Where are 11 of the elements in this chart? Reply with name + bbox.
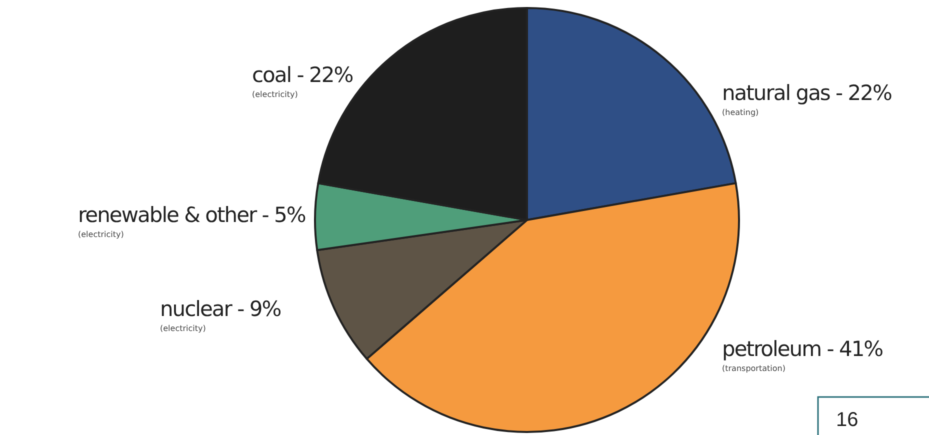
slice-label: renewable & other - 5% (78, 203, 306, 227)
text: 16 (836, 409, 858, 431)
text: (electricity) (78, 230, 124, 239)
slice-label: petroleum - 41% (722, 337, 883, 361)
text: (heating) (722, 108, 759, 117)
slice-label: coal - 22% (252, 63, 353, 87)
slice-label: nuclear - 9% (160, 297, 281, 321)
slice-label: natural gas - 22% (722, 81, 892, 105)
text: (electricity) (160, 324, 206, 333)
text: (transportation) (722, 364, 786, 373)
text: (electricity) (252, 90, 298, 99)
